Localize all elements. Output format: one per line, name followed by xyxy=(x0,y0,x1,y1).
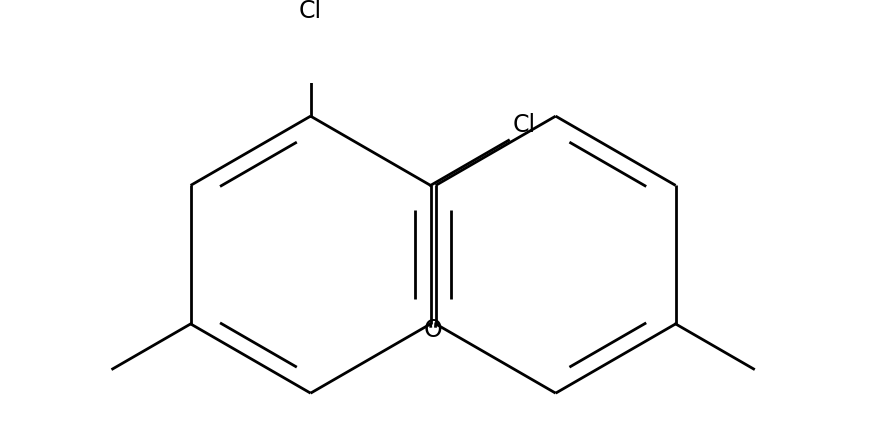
Text: O: O xyxy=(423,318,443,342)
Text: Cl: Cl xyxy=(513,113,536,137)
Text: Cl: Cl xyxy=(299,0,322,23)
